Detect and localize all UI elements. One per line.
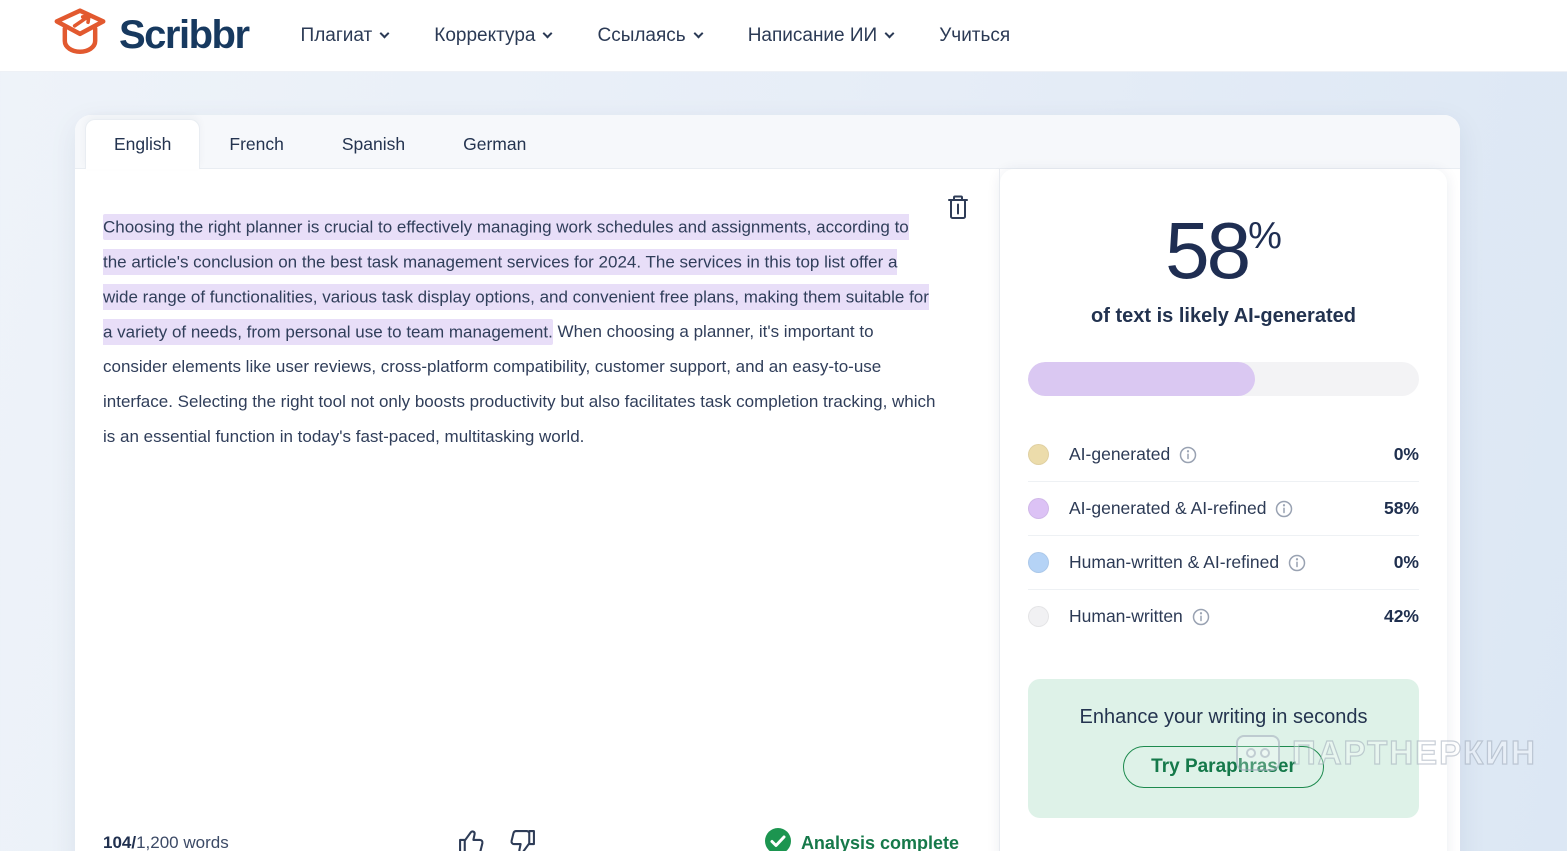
check-circle-icon bbox=[764, 827, 791, 851]
legend-value: 0% bbox=[1393, 444, 1419, 464]
legend-label: Human-written & AI-refined bbox=[1069, 552, 1280, 572]
chevron-down-icon bbox=[543, 28, 553, 39]
trash-icon bbox=[947, 195, 969, 223]
results-pane: 58% of text is likely AI-generated AI-ge… bbox=[1000, 169, 1460, 851]
chevron-down-icon bbox=[693, 28, 704, 39]
info-icon[interactable] bbox=[1179, 446, 1197, 464]
tab-french[interactable]: French bbox=[229, 134, 284, 154]
progress-fill bbox=[1028, 362, 1255, 396]
logo-wordmark: Scribbr bbox=[119, 13, 250, 57]
legend-value: 42% bbox=[1383, 606, 1419, 626]
nav-item-ai-writing[interactable]: Написание ИИ bbox=[747, 24, 895, 47]
thumbs-down-button[interactable] bbox=[509, 829, 536, 851]
legend-dot bbox=[1028, 444, 1049, 465]
main-nav: Плагиат Корректура Ссылаясь Написание ИИ… bbox=[301, 25, 1011, 47]
ai-score-percent-sign: % bbox=[1248, 215, 1282, 257]
legend-value: 58% bbox=[1383, 498, 1419, 518]
nav-item-label: Корректура bbox=[434, 24, 536, 46]
legend-row-ai-generated: AI-generated 0% bbox=[1028, 428, 1419, 481]
ai-detector-card: English French Spanish German Choosing t… bbox=[75, 115, 1460, 851]
legend-row-human-written: Human-written 42% bbox=[1028, 589, 1419, 643]
analysis-status-label: Analysis complete bbox=[800, 832, 959, 851]
nav-item-proofreading[interactable]: Корректура bbox=[434, 24, 553, 47]
legend-label: AI-generated bbox=[1069, 444, 1171, 464]
legend-dot bbox=[1028, 552, 1049, 573]
language-tabbar: English French Spanish German bbox=[75, 115, 1460, 169]
plain-text: When choosing a planner, it's important … bbox=[103, 322, 936, 446]
nav-item-citing[interactable]: Ссылаясь bbox=[597, 24, 704, 47]
legend-dot bbox=[1028, 498, 1049, 519]
legend-row-ai-generated-refined: AI-generated & AI-refined 58% bbox=[1028, 481, 1419, 535]
info-icon[interactable] bbox=[1275, 500, 1293, 518]
graduation-cap-icon bbox=[53, 8, 107, 63]
try-paraphraser-button[interactable]: Try Paraphraser bbox=[1123, 746, 1324, 788]
word-count-current: 104/ bbox=[103, 833, 137, 851]
legend-row-human-ai-refined: Human-written & AI-refined 0% bbox=[1028, 535, 1419, 589]
thumbs-down-icon bbox=[509, 829, 536, 851]
tab-spanish[interactable]: Spanish bbox=[341, 134, 406, 154]
legend-label: AI-generated & AI-refined bbox=[1069, 498, 1267, 518]
chevron-down-icon bbox=[884, 28, 895, 39]
nav-item-plagiarism[interactable]: Плагиат bbox=[300, 24, 390, 47]
scribbr-logo[interactable]: Scribbr bbox=[53, 8, 250, 63]
legend-value: 0% bbox=[1393, 552, 1419, 572]
ai-score: 58% of text is likely AI-generated bbox=[1028, 211, 1419, 328]
nav-item-label: Ссылаясь bbox=[597, 24, 686, 46]
tab-german[interactable]: German bbox=[463, 134, 527, 154]
paraphraser-promo: Enhance your writing in seconds Try Para… bbox=[1028, 679, 1419, 818]
info-icon[interactable] bbox=[1288, 554, 1306, 572]
tab-english[interactable]: English bbox=[85, 119, 201, 169]
text-editor-pane: Choosing the right planner is crucial to… bbox=[75, 169, 1000, 851]
editor-footer: 104/1,200 words bbox=[103, 820, 959, 851]
thumbs-up-icon bbox=[458, 829, 485, 851]
word-count: 104/1,200 words bbox=[103, 833, 229, 851]
legend-label: Human-written bbox=[1069, 606, 1183, 626]
nav-item-label: Учиться bbox=[939, 24, 1011, 46]
nav-item-learn[interactable]: Учиться bbox=[939, 25, 1010, 47]
word-count-limit: 1,200 words bbox=[136, 833, 229, 851]
ai-score-progressbar bbox=[1028, 362, 1419, 396]
analysis-status: Analysis complete bbox=[764, 827, 959, 851]
results-card: 58% of text is likely AI-generated AI-ge… bbox=[1000, 169, 1447, 851]
ai-score-caption: of text is likely AI-generated bbox=[1091, 305, 1356, 327]
nav-item-label: Написание ИИ bbox=[747, 24, 878, 46]
nav-item-label: Плагиат bbox=[300, 24, 373, 46]
info-icon[interactable] bbox=[1192, 608, 1210, 626]
top-navbar: Scribbr Плагиат Корректура Ссылаясь Напи… bbox=[0, 0, 1567, 72]
document-text[interactable]: Choosing the right planner is crucial to… bbox=[103, 209, 937, 454]
ai-score-value: 58 bbox=[1165, 206, 1251, 295]
score-legend: AI-generated 0% AI-generated & AI-refine… bbox=[1028, 428, 1419, 643]
legend-dot bbox=[1028, 606, 1049, 627]
thumbs-up-button[interactable] bbox=[458, 829, 485, 851]
promo-title: Enhance your writing in seconds bbox=[1079, 706, 1368, 728]
delete-text-button[interactable] bbox=[947, 195, 969, 223]
chevron-down-icon bbox=[379, 28, 390, 39]
feedback-buttons bbox=[458, 829, 536, 851]
